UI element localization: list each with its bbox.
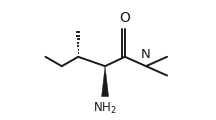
Text: NH$_2$: NH$_2$	[93, 101, 117, 116]
Text: O: O	[119, 11, 130, 25]
Text: N: N	[141, 48, 151, 61]
Polygon shape	[102, 66, 109, 97]
